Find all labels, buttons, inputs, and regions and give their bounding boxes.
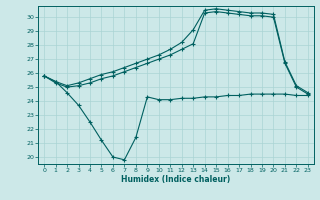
X-axis label: Humidex (Indice chaleur): Humidex (Indice chaleur)	[121, 175, 231, 184]
